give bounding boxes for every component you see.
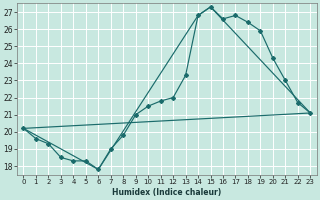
X-axis label: Humidex (Indice chaleur): Humidex (Indice chaleur) xyxy=(112,188,221,197)
